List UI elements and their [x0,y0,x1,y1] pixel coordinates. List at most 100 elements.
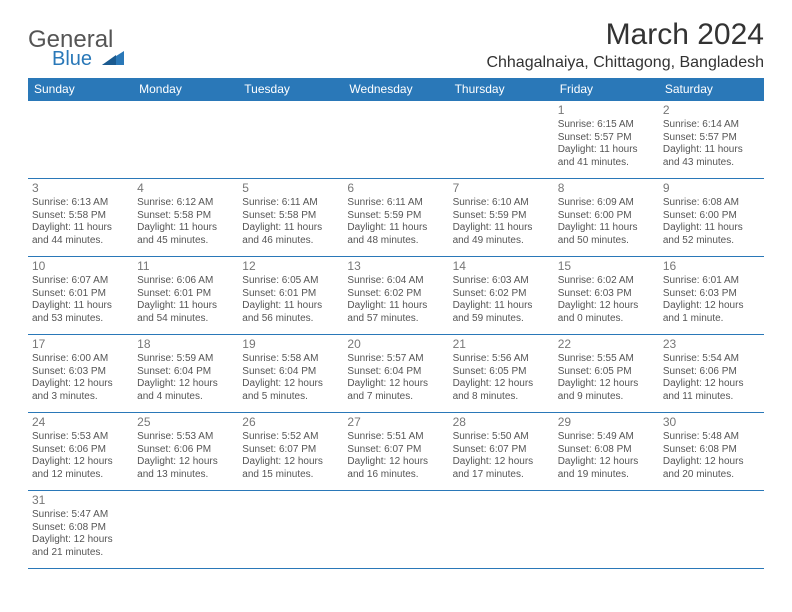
day-number: 17 [32,337,129,352]
sunrise-text: Sunrise: 5:56 AM [453,353,550,366]
title-block: March 2024 Chhagalnaiya, Chittagong, Ban… [486,18,764,72]
calendar-empty-cell [133,101,238,179]
sunrise-text: Sunrise: 6:03 AM [453,275,550,288]
sunrise-text: Sunrise: 5:53 AM [137,431,234,444]
calendar-day-cell: 12Sunrise: 6:05 AMSunset: 6:01 PMDayligh… [238,257,343,335]
day-number: 9 [663,181,760,196]
calendar-week-row: 1Sunrise: 6:15 AMSunset: 5:57 PMDaylight… [28,101,764,179]
sunrise-text: Sunrise: 5:51 AM [347,431,444,444]
daylight-text: Daylight: 12 hours and 5 minutes. [242,378,339,403]
daylight-text: Daylight: 12 hours and 13 minutes. [137,456,234,481]
calendar-empty-cell [449,101,554,179]
sunset-text: Sunset: 6:04 PM [242,366,339,379]
daylight-text: Daylight: 11 hours and 52 minutes. [663,222,760,247]
calendar-day-cell: 19Sunrise: 5:58 AMSunset: 6:04 PMDayligh… [238,335,343,413]
sunset-text: Sunset: 6:06 PM [32,444,129,457]
calendar-day-cell: 9Sunrise: 6:08 AMSunset: 6:00 PMDaylight… [659,179,764,257]
sunrise-text: Sunrise: 5:58 AM [242,353,339,366]
sunrise-text: Sunrise: 6:01 AM [663,275,760,288]
sunset-text: Sunset: 6:00 PM [558,210,655,223]
sunrise-text: Sunrise: 6:02 AM [558,275,655,288]
sunset-text: Sunset: 5:59 PM [453,210,550,223]
sunrise-text: Sunrise: 5:52 AM [242,431,339,444]
daylight-text: Daylight: 12 hours and 4 minutes. [137,378,234,403]
weekday-header: Tuesday [238,78,343,101]
sunset-text: Sunset: 6:04 PM [347,366,444,379]
sunrise-text: Sunrise: 6:00 AM [32,353,129,366]
daylight-text: Daylight: 11 hours and 56 minutes. [242,300,339,325]
sunset-text: Sunset: 6:04 PM [137,366,234,379]
sunrise-text: Sunrise: 6:05 AM [242,275,339,288]
calendar-day-cell: 7Sunrise: 6:10 AMSunset: 5:59 PMDaylight… [449,179,554,257]
calendar-day-cell: 31Sunrise: 5:47 AMSunset: 6:08 PMDayligh… [28,491,133,569]
sunset-text: Sunset: 6:07 PM [347,444,444,457]
sunrise-text: Sunrise: 6:12 AM [137,197,234,210]
month-title: March 2024 [486,18,764,52]
daylight-text: Daylight: 12 hours and 8 minutes. [453,378,550,403]
calendar-day-cell: 28Sunrise: 5:50 AMSunset: 6:07 PMDayligh… [449,413,554,491]
sunrise-text: Sunrise: 6:15 AM [558,119,655,132]
sunrise-text: Sunrise: 5:59 AM [137,353,234,366]
sunset-text: Sunset: 5:57 PM [663,132,760,145]
sunset-text: Sunset: 6:02 PM [453,288,550,301]
calendar-empty-cell [554,491,659,569]
calendar-day-cell: 20Sunrise: 5:57 AMSunset: 6:04 PMDayligh… [343,335,448,413]
day-number: 1 [558,103,655,118]
calendar-day-cell: 1Sunrise: 6:15 AMSunset: 5:57 PMDaylight… [554,101,659,179]
daylight-text: Daylight: 11 hours and 46 minutes. [242,222,339,247]
day-number: 25 [137,415,234,430]
calendar-empty-cell [449,491,554,569]
daylight-text: Daylight: 11 hours and 57 minutes. [347,300,444,325]
day-number: 10 [32,259,129,274]
calendar-empty-cell [343,491,448,569]
calendar-day-cell: 21Sunrise: 5:56 AMSunset: 6:05 PMDayligh… [449,335,554,413]
daylight-text: Daylight: 11 hours and 53 minutes. [32,300,129,325]
day-number: 22 [558,337,655,352]
sunset-text: Sunset: 5:58 PM [242,210,339,223]
sunset-text: Sunset: 6:03 PM [663,288,760,301]
sunrise-text: Sunrise: 5:49 AM [558,431,655,444]
sunrise-text: Sunrise: 6:06 AM [137,275,234,288]
calendar-day-cell: 11Sunrise: 6:06 AMSunset: 6:01 PMDayligh… [133,257,238,335]
calendar-day-cell: 27Sunrise: 5:51 AMSunset: 6:07 PMDayligh… [343,413,448,491]
calendar-empty-cell [238,491,343,569]
day-number: 4 [137,181,234,196]
calendar-day-cell: 16Sunrise: 6:01 AMSunset: 6:03 PMDayligh… [659,257,764,335]
daylight-text: Daylight: 11 hours and 49 minutes. [453,222,550,247]
sunset-text: Sunset: 6:03 PM [32,366,129,379]
location: Chhagalnaiya, Chittagong, Bangladesh [486,54,764,72]
sunset-text: Sunset: 6:05 PM [558,366,655,379]
sunrise-text: Sunrise: 6:13 AM [32,197,129,210]
day-number: 30 [663,415,760,430]
calendar-day-cell: 18Sunrise: 5:59 AMSunset: 6:04 PMDayligh… [133,335,238,413]
day-number: 11 [137,259,234,274]
day-number: 3 [32,181,129,196]
logo-flag-icon [102,48,124,71]
sunset-text: Sunset: 5:58 PM [137,210,234,223]
sunset-text: Sunset: 6:06 PM [137,444,234,457]
calendar-day-cell: 6Sunrise: 6:11 AMSunset: 5:59 PMDaylight… [343,179,448,257]
day-number: 18 [137,337,234,352]
day-number: 27 [347,415,444,430]
daylight-text: Daylight: 12 hours and 12 minutes. [32,456,129,481]
sunrise-text: Sunrise: 6:11 AM [347,197,444,210]
sunset-text: Sunset: 6:03 PM [558,288,655,301]
day-number: 16 [663,259,760,274]
day-number: 2 [663,103,760,118]
day-number: 15 [558,259,655,274]
daylight-text: Daylight: 12 hours and 11 minutes. [663,378,760,403]
sunrise-text: Sunrise: 5:50 AM [453,431,550,444]
day-number: 26 [242,415,339,430]
calendar-empty-cell [133,491,238,569]
daylight-text: Daylight: 11 hours and 48 minutes. [347,222,444,247]
sunset-text: Sunset: 6:08 PM [32,522,129,535]
daylight-text: Daylight: 11 hours and 54 minutes. [137,300,234,325]
calendar-empty-cell [238,101,343,179]
calendar-day-cell: 17Sunrise: 6:00 AMSunset: 6:03 PMDayligh… [28,335,133,413]
daylight-text: Daylight: 12 hours and 7 minutes. [347,378,444,403]
daylight-text: Daylight: 12 hours and 20 minutes. [663,456,760,481]
calendar-day-cell: 26Sunrise: 5:52 AMSunset: 6:07 PMDayligh… [238,413,343,491]
sunset-text: Sunset: 6:08 PM [558,444,655,457]
sunrise-text: Sunrise: 6:14 AM [663,119,760,132]
calendar-day-cell: 8Sunrise: 6:09 AMSunset: 6:00 PMDaylight… [554,179,659,257]
